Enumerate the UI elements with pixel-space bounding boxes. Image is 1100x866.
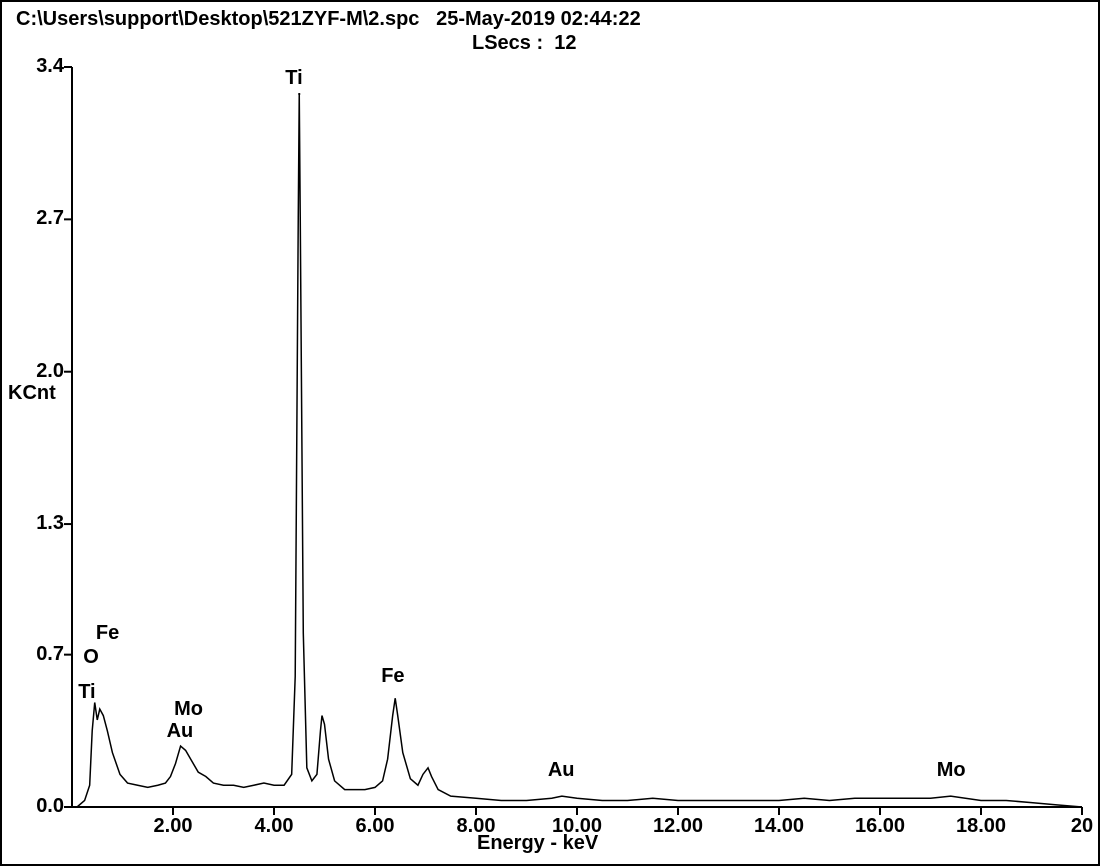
y-tick-label: 0.7 xyxy=(12,643,64,666)
y-tick-label: 2.7 xyxy=(12,207,64,230)
peak-label-au: Au xyxy=(167,720,194,743)
x-tick-label: 20 xyxy=(1054,815,1100,838)
y-axis-label: KCnt xyxy=(8,382,56,405)
peak-label-fe: Fe xyxy=(381,665,404,688)
peak-label-mo: Mo xyxy=(937,759,966,782)
x-tick-label: 18.00 xyxy=(953,815,1009,838)
x-tick-label: 12.00 xyxy=(650,815,706,838)
y-tick-label: 0.0 xyxy=(12,795,64,818)
x-tick-label: 10.00 xyxy=(549,815,605,838)
x-tick-label: 16.00 xyxy=(852,815,908,838)
peak-label-au: Au xyxy=(548,759,575,782)
peak-label-ti: Ti xyxy=(78,681,95,704)
x-tick-label: 6.00 xyxy=(347,815,403,838)
x-tick-label: 4.00 xyxy=(246,815,302,838)
eds-spectrum-chart: C:\Users\support\Desktop\521ZYF-M\2.spc … xyxy=(0,0,1100,866)
y-tick-label: 3.4 xyxy=(12,55,64,78)
x-tick-label: 8.00 xyxy=(448,815,504,838)
y-tick-label: 1.3 xyxy=(12,512,64,535)
peak-label-o: O xyxy=(83,646,99,669)
peak-label-fe: Fe xyxy=(96,622,119,645)
x-tick-label: 14.00 xyxy=(751,815,807,838)
y-tick-label: 2.0 xyxy=(12,360,64,383)
peak-label-mo: Mo xyxy=(174,698,203,721)
peak-label-ti: Ti xyxy=(285,67,302,90)
x-tick-label: 2.00 xyxy=(145,815,201,838)
